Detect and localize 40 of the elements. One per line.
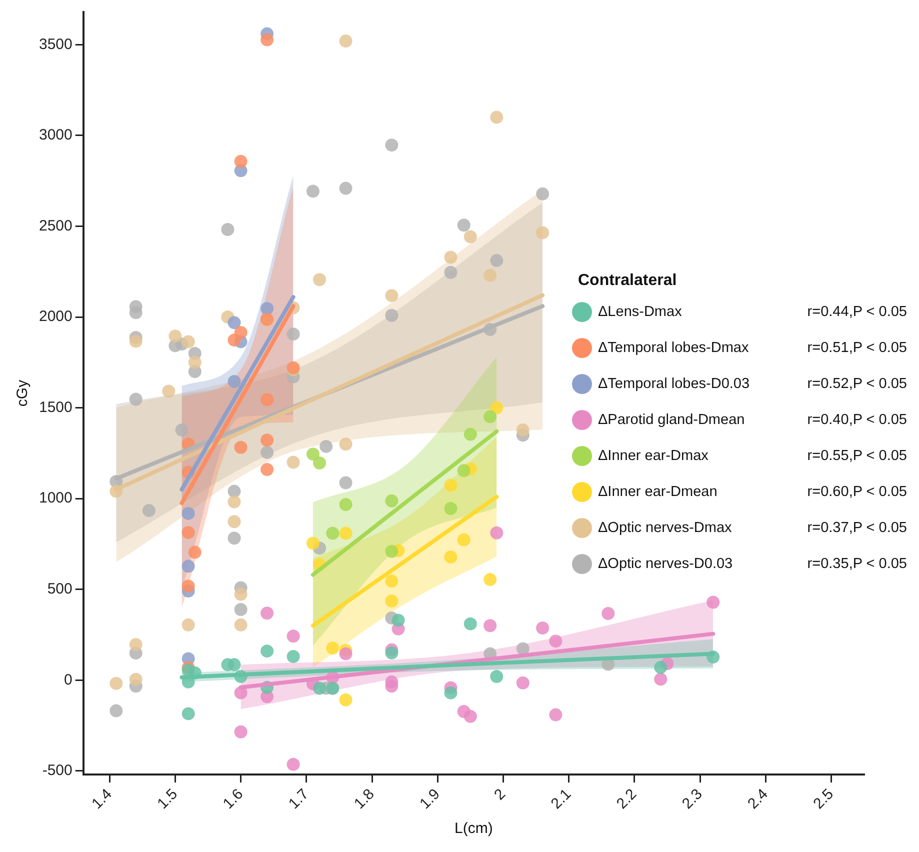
annotation: r=0.52,P < 0.05 bbox=[806, 376, 907, 392]
x-axis-title: L(cm) bbox=[454, 820, 493, 838]
legend-label: ΔInner ear-Dmax bbox=[598, 448, 708, 464]
legend-title: Contralateral bbox=[578, 272, 678, 290]
y-tick-label: 500 bbox=[47, 580, 72, 598]
x-tick-label: 1.8 bbox=[350, 786, 378, 812]
y-tick-label: 0 bbox=[64, 671, 72, 688]
annotation: r=0.55,P < 0.05 bbox=[806, 448, 907, 464]
y-tick-label: 3500 bbox=[38, 36, 72, 53]
annotation: r=0.40,P < 0.05 bbox=[806, 412, 907, 428]
y-tick-label: 3000 bbox=[38, 126, 72, 144]
y-tick-label: 2000 bbox=[38, 308, 72, 326]
annotation: r=0.51,P < 0.05 bbox=[806, 340, 907, 356]
y-tick-label: -500 bbox=[42, 762, 72, 780]
annotation: r=0.60,P < 0.05 bbox=[806, 484, 907, 500]
y-tick-label: 2500 bbox=[38, 217, 72, 234]
x-tick-label: 2 bbox=[491, 786, 509, 804]
x-tick-label: 1.6 bbox=[220, 786, 247, 812]
annotation: r=0.35,P < 0.05 bbox=[806, 556, 907, 572]
x-tick-label: 2.2 bbox=[613, 786, 640, 812]
legend-label: ΔParotid gland-Dmean bbox=[598, 412, 745, 428]
legend-label: ΔTemporal lobes-D0.03 bbox=[598, 376, 750, 392]
legend-label: ΔOptic nerves-Dmax bbox=[598, 520, 732, 536]
x-tick-label: 1.5 bbox=[154, 786, 181, 812]
y-tick-label: 1000 bbox=[38, 490, 72, 507]
annotation: r=0.37,P < 0.05 bbox=[806, 520, 907, 536]
x-tick-label: 2.1 bbox=[548, 786, 575, 812]
x-tick-label: 1.9 bbox=[416, 786, 444, 812]
x-tick-label: 2.4 bbox=[744, 786, 772, 812]
annotation: r=0.44,P < 0.05 bbox=[806, 304, 907, 320]
y-axis-title: cGy bbox=[14, 379, 32, 407]
y-tick-label: 1500 bbox=[38, 398, 72, 416]
x-tick-label: 1.7 bbox=[285, 786, 312, 812]
legend-label: ΔTemporal lobes-Dmax bbox=[598, 340, 749, 356]
legend-label: ΔOptic nerves-D0.03 bbox=[598, 556, 733, 572]
x-tick-label: 2.5 bbox=[810, 786, 837, 812]
legend-label: ΔInner ear-Dmean bbox=[598, 484, 718, 500]
x-tick-label: 1.4 bbox=[88, 786, 116, 812]
legend-label: ΔLens-Dmax bbox=[598, 304, 682, 320]
x-tick-label: 2.3 bbox=[678, 786, 706, 812]
